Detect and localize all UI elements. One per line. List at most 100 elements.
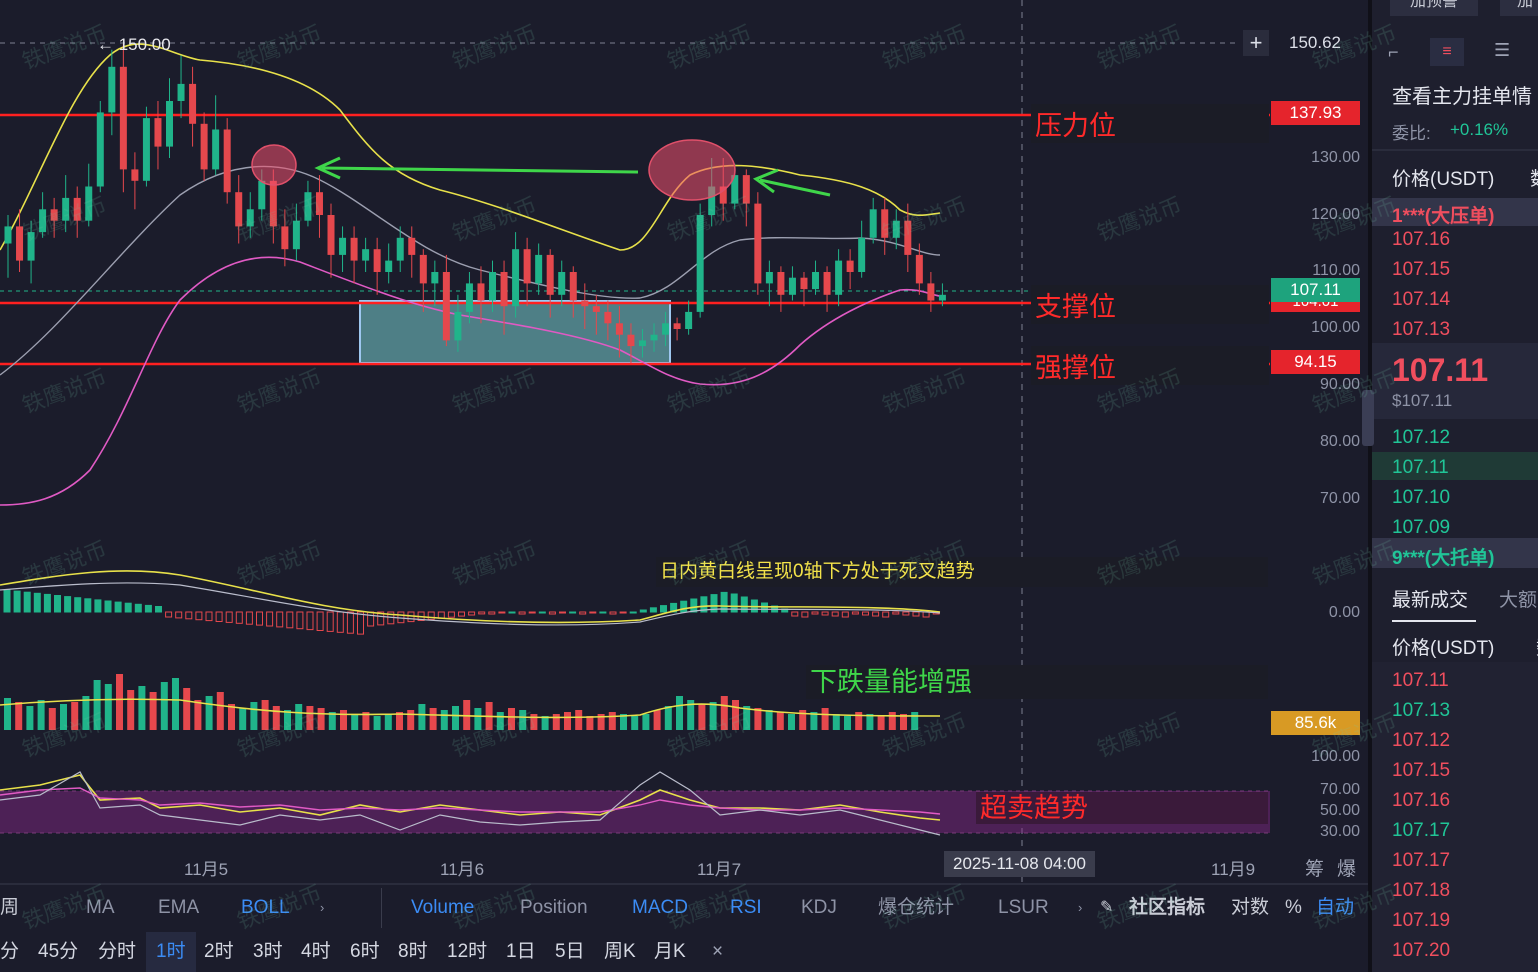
- big-trades-tab[interactable]: 大额: [1499, 590, 1538, 611]
- interval-item[interactable]: 8时: [398, 941, 428, 962]
- indicator-boll[interactable]: BOLL: [241, 897, 290, 918]
- volume-bar: [788, 714, 795, 730]
- volume-bar: [452, 706, 459, 730]
- ask-price[interactable]: 107.13: [1392, 319, 1451, 340]
- macd-bar: [377, 611, 385, 626]
- macd-bar: [609, 611, 617, 615]
- close-icon[interactable]: ×: [712, 941, 724, 962]
- trade-price: 107.16: [1392, 790, 1451, 811]
- bid-highlight: [1372, 452, 1538, 480]
- add-alert-button[interactable]: 加预警: [1390, 0, 1478, 16]
- macd-bar: [649, 607, 657, 613]
- macd-bar: [316, 611, 324, 631]
- scissors-icon[interactable]: ⌐: [1388, 42, 1399, 62]
- indicator-ema[interactable]: EMA: [158, 897, 200, 918]
- chevron-right-icon[interactable]: ›: [1078, 900, 1083, 915]
- macd-bar: [538, 611, 546, 614]
- indicator-rsi[interactable]: RSI: [730, 897, 762, 918]
- macd-bar: [508, 611, 516, 614]
- big-sell-label: 1***(大压单): [1392, 206, 1495, 227]
- ask-price[interactable]: 107.14: [1392, 289, 1451, 310]
- bid-price[interactable]: 107.12: [1392, 427, 1451, 448]
- interval-item[interactable]: 1日: [506, 941, 536, 962]
- indicator-liquidation[interactable]: 爆仓统计: [878, 897, 955, 918]
- ask-price[interactable]: 107.15: [1392, 259, 1451, 280]
- macd-zero-label: 0.00: [1328, 604, 1360, 621]
- ask-price[interactable]: 107.16: [1392, 229, 1451, 250]
- community-indicators[interactable]: 社区指标: [1129, 897, 1206, 918]
- plus-icon[interactable]: +: [1243, 30, 1269, 56]
- macd-bar: [548, 611, 556, 615]
- candle-body: [638, 340, 646, 347]
- chips-icon[interactable]: 筹: [1305, 859, 1325, 880]
- indicator-ma[interactable]: MA: [86, 897, 115, 918]
- interval-item[interactable]: 4时: [301, 941, 331, 962]
- volume-bar: [205, 696, 213, 730]
- interval-item[interactable]: 12时: [447, 941, 488, 962]
- volume-bar: [440, 710, 448, 730]
- liquidation-icon[interactable]: 爆: [1337, 859, 1357, 880]
- interval-item[interactable]: 周K: [604, 941, 636, 962]
- interval-item[interactable]: 5日: [555, 941, 585, 962]
- volume-bar: [720, 696, 728, 730]
- bid-price[interactable]: 107.09: [1392, 517, 1451, 538]
- bid-price[interactable]: 107.10: [1392, 487, 1451, 508]
- main-orders-title[interactable]: 查看主力挂单情: [1392, 86, 1532, 108]
- toolbar-cut-item[interactable]: 周: [0, 897, 20, 918]
- interval-item[interactable]: 3时: [253, 941, 283, 962]
- big-buy-row[interactable]: [1372, 538, 1538, 568]
- chevron-right-icon[interactable]: ›: [320, 900, 325, 915]
- interval-item[interactable]: 分: [0, 941, 20, 962]
- indicator-lsur[interactable]: LSUR: [998, 897, 1049, 918]
- interval-item[interactable]: 45分: [38, 941, 79, 962]
- indicator-kdj[interactable]: KDJ: [801, 897, 837, 918]
- candle-body: [154, 118, 162, 147]
- log-toggle[interactable]: 对数: [1231, 897, 1270, 918]
- percent-toggle[interactable]: %: [1285, 897, 1302, 918]
- candle-body: [269, 180, 277, 227]
- big-sell-row[interactable]: [1372, 198, 1538, 226]
- indicator-macd[interactable]: MACD: [632, 897, 688, 918]
- interval-item[interactable]: 2时: [204, 941, 234, 962]
- trade-price: 107.18: [1392, 880, 1451, 901]
- volume-bar: [855, 712, 863, 730]
- interval-item[interactable]: 月K: [654, 941, 686, 962]
- candle-body: [500, 272, 508, 307]
- indicator-volume[interactable]: Volume: [411, 897, 475, 918]
- candle-body: [927, 283, 935, 301]
- macd-bar: [680, 600, 688, 613]
- candle-body: [327, 215, 335, 255]
- macd-bar: [831, 611, 839, 617]
- interval-item[interactable]: 6时: [350, 941, 380, 962]
- macd-bar: [700, 596, 708, 613]
- panel-collapse-handle[interactable]: [1362, 390, 1374, 446]
- macd-bar: [821, 611, 829, 616]
- volume-bar: [530, 714, 538, 730]
- macd-bar: [579, 611, 587, 615]
- list-icon[interactable]: ☰: [1494, 40, 1511, 60]
- candle-body: [558, 272, 566, 295]
- macd-bar: [639, 609, 647, 613]
- interval-item[interactable]: 分时: [98, 941, 137, 962]
- candle-body: [292, 220, 300, 250]
- macd-bar: [872, 611, 880, 617]
- macd-bar: [458, 611, 465, 617]
- volume-bar: [821, 708, 829, 730]
- add-button[interactable]: 加: [1500, 0, 1538, 16]
- trades-tab[interactable]: 最新成交: [1392, 590, 1469, 611]
- candle-body: [39, 209, 47, 233]
- interval-item-active[interactable]: 1时: [146, 932, 196, 972]
- candle-body: [685, 311, 693, 329]
- candle-body: [742, 175, 750, 204]
- auto-toggle[interactable]: 自动: [1316, 897, 1355, 918]
- indicator-position[interactable]: Position: [520, 897, 588, 918]
- macd-bar: [882, 611, 890, 618]
- candle-body: [200, 123, 208, 170]
- macd-bar: [33, 592, 41, 613]
- book-mode-icon[interactable]: ≡: [1430, 38, 1464, 66]
- crosshair-time-label: 2025-11-08 04:00: [944, 851, 1095, 877]
- pencil-icon[interactable]: ✎: [1100, 899, 1114, 916]
- macd-bar: [225, 611, 233, 623]
- bid-price[interactable]: 107.11: [1392, 457, 1449, 478]
- candle-body: [581, 300, 589, 307]
